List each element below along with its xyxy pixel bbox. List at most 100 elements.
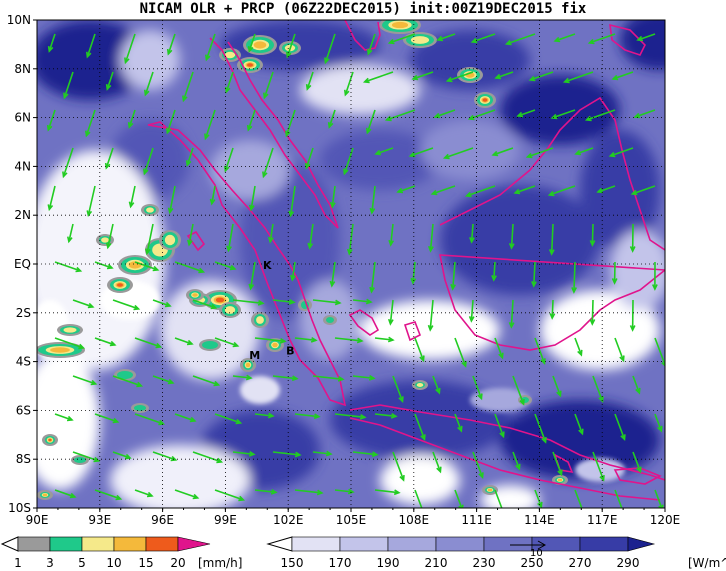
wind-arrow-head (556, 390, 562, 398)
wind-arrow (534, 489, 543, 508)
wind-arrow (232, 299, 263, 305)
wind-arrow-head (411, 74, 419, 81)
wind-arrow-head (257, 299, 265, 306)
wind-arrow (174, 337, 193, 345)
wind-arrow-head (158, 419, 166, 426)
wind-arrow (472, 33, 496, 43)
wind-arrow-head (346, 248, 353, 256)
wind-arrow (574, 337, 583, 356)
lon-label: 102E (273, 513, 304, 527)
wind-arrow (214, 489, 244, 501)
wind-arrow-head (461, 361, 467, 368)
wind-arrow (447, 71, 474, 82)
wind-arrow (214, 337, 238, 347)
wind-arrow (72, 299, 94, 308)
wind-arrow (632, 375, 641, 394)
wind-arrow (654, 489, 663, 508)
wind-arrow (366, 109, 376, 134)
wind-arrow-head (541, 437, 547, 444)
wind-arrow-head (165, 127, 172, 135)
wind-arrow (192, 375, 219, 386)
wind-arrow-head (78, 343, 86, 350)
wind-arrow (492, 261, 496, 281)
wind-arrow-head (494, 73, 502, 80)
wind-arrow-head (390, 412, 398, 419)
olr-color-swatch (339, 536, 389, 552)
wind-arrow-head (387, 336, 395, 343)
wind-arrow-head (410, 277, 417, 285)
wind-arrow-head (327, 122, 334, 129)
wind-arrow (334, 489, 353, 493)
wind-arrow (214, 261, 236, 270)
wind-arrow-head (427, 324, 434, 332)
wind-arrow (112, 375, 142, 387)
wind-arrow-head (186, 339, 194, 346)
wind-arrow (134, 413, 164, 425)
wind-arrow (472, 375, 483, 399)
wind-arrow (532, 261, 536, 287)
wind-arrow-head (374, 149, 382, 156)
precip-cell (247, 63, 253, 67)
wind-arrow-head (608, 151, 616, 158)
wind-arrow-head (285, 51, 292, 59)
wind-arrow (174, 489, 198, 499)
wind-arrow-head (398, 396, 404, 404)
wind-arrow-head (435, 387, 441, 395)
wind-arrow-head (393, 489, 401, 496)
wind-arrow-head (368, 374, 376, 381)
wind-arrow-head (549, 313, 556, 320)
wind-arrow-head (166, 48, 173, 56)
precip-cell (557, 478, 563, 482)
olr-level-label: 150 (281, 556, 304, 570)
wind-arrow (254, 413, 273, 417)
precip-cell (224, 51, 236, 59)
wind-arrow (612, 71, 634, 80)
wind-arrow-head (198, 267, 206, 274)
wind-arrow-head (470, 37, 478, 44)
wind-arrow-head (611, 74, 619, 81)
lon-label: 93E (88, 513, 111, 527)
precip-colorbar-right-cap (177, 536, 211, 552)
wind-arrow (254, 337, 285, 343)
wind-arrow (492, 147, 514, 156)
wind-arrow (527, 147, 554, 158)
lon-label: 105E (336, 513, 367, 527)
precip-cell (416, 383, 424, 387)
wind-arrow-head (430, 189, 438, 196)
wind-arrow-head (553, 36, 561, 43)
wind-arrow (389, 299, 394, 324)
wind-arrow (586, 109, 616, 121)
wind-arrow (227, 223, 234, 251)
wind-arrow (211, 185, 216, 204)
lat-label: 2N (14, 208, 31, 222)
wind-arrow-head (167, 378, 175, 385)
wind-arrow (204, 109, 216, 139)
wind-arrow (506, 33, 536, 45)
wind-arrow-head (468, 315, 475, 323)
wind-arrow (352, 375, 374, 380)
wind-arrow (182, 71, 194, 101)
precip-cell (245, 362, 251, 368)
olr-colorbar-left-cap (266, 536, 293, 552)
wind-arrow-head (213, 380, 221, 387)
wind-arrow-head (359, 413, 367, 420)
lat-label: 10S (8, 501, 31, 515)
precip-level-label: 20 (170, 556, 185, 570)
reference-vector: 10 (510, 540, 547, 559)
precip-level-label: 3 (46, 556, 54, 570)
wind-arrow (614, 337, 625, 361)
wind-arrow (552, 451, 563, 475)
wind-arrow (386, 109, 416, 121)
lon-label: 99E (214, 513, 237, 527)
wind-arrow-head (491, 275, 497, 282)
wind-arrow-head (587, 38, 595, 45)
lat-label: 4N (14, 159, 31, 173)
wind-arrow-head (369, 207, 376, 215)
wind-arrow-head (67, 236, 73, 244)
wind-arrow-head (499, 431, 505, 439)
wind-arrow (429, 223, 434, 251)
wind-arrow (85, 109, 96, 136)
wind-arrow (510, 299, 514, 327)
wind-arrow (512, 451, 521, 470)
wind-arrow (451, 261, 456, 289)
